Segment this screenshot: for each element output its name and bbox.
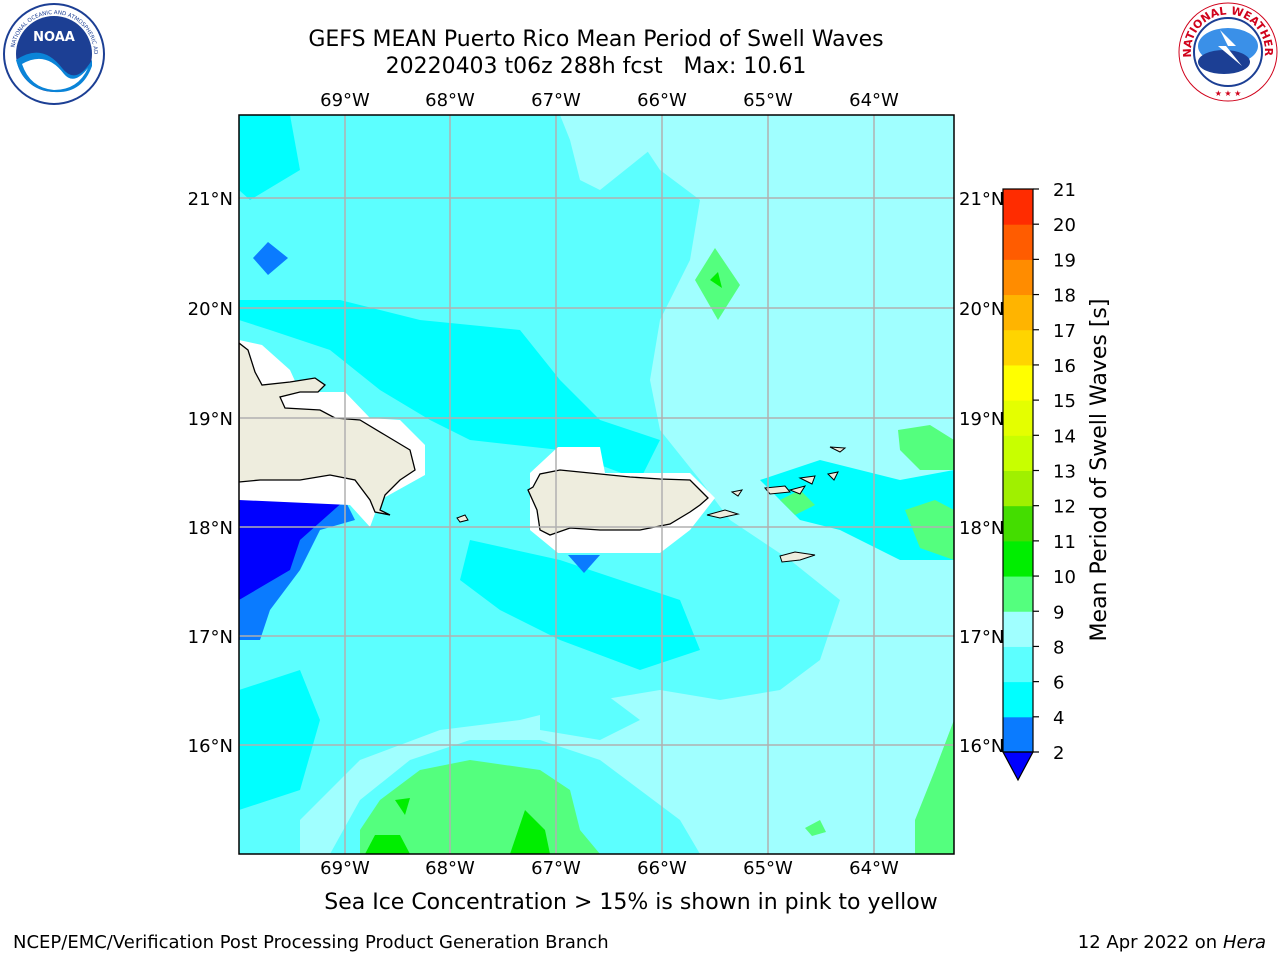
colorbar-tick-label: 17 <box>1053 321 1076 342</box>
nws-logo-icon: NATIONAL WEATHER SERVICE ★ ★ ★ <box>1176 0 1278 102</box>
noaa-logo-icon: NOAA NATIONAL OCEANIC AND ATMOSPHERIC AD… <box>2 2 105 105</box>
colorbar-tick-label: 10 <box>1053 567 1076 588</box>
land-puerto-rico <box>527 469 709 536</box>
footer-date: 12 Apr 2022 on <box>1077 932 1223 953</box>
colorbar-under-triangle <box>1001 751 1035 782</box>
lat-label-left: 17°N <box>188 627 233 648</box>
colorbar-swatch <box>1003 364 1033 401</box>
colorbar-tick-label: 21 <box>1053 180 1076 201</box>
colorbar-swatch <box>1003 470 1033 507</box>
lon-label-top: 66°W <box>637 90 687 111</box>
colorbar-tick-label: 16 <box>1053 356 1076 377</box>
lat-label-right: 19°N <box>959 409 1004 430</box>
colorbar-tick-label: 9 <box>1053 602 1064 623</box>
colorbar-swatch <box>1003 259 1033 296</box>
map-grid <box>239 115 954 854</box>
lon-label-bottom: 64°W <box>849 858 899 879</box>
lon-label-top: 67°W <box>531 90 581 111</box>
colorbar: 2 4 6 8 9 10 11 12 13 14 15 16 17 18 19 20 21 <box>1001 180 1076 782</box>
footer-host: Hera <box>1222 932 1266 953</box>
svg-text:★ ★ ★: ★ ★ ★ <box>1215 89 1242 98</box>
colorbar-tick-label: 4 <box>1053 708 1064 729</box>
lon-label-bottom: 67°W <box>531 858 581 879</box>
colorbar-swatch <box>1003 329 1033 366</box>
map-field <box>239 115 954 854</box>
colorbar-swatch <box>1003 716 1033 753</box>
colorbar-swatch <box>1003 681 1033 718</box>
lon-label-top: 64°W <box>849 90 899 111</box>
colorbar-tick-label: 15 <box>1053 391 1076 412</box>
colorbar-tick-label: 19 <box>1053 250 1076 271</box>
colorbar-tick-label: 20 <box>1053 215 1076 236</box>
colorbar-label: Mean Period of Swell Waves [s] <box>1087 299 1112 642</box>
lon-label-bottom: 66°W <box>637 858 687 879</box>
colorbar-swatch <box>1003 646 1033 683</box>
colorbar-swatch <box>1003 294 1033 331</box>
colorbar-tick-label: 13 <box>1053 462 1076 483</box>
lat-label-left: 18°N <box>188 518 233 539</box>
lat-label-right: 21°N <box>959 189 1004 210</box>
lat-label-left: 19°N <box>188 409 233 430</box>
colorbar-swatch <box>1003 576 1033 612</box>
colorbar-swatch <box>1003 540 1033 577</box>
lat-label-left: 20°N <box>188 299 233 320</box>
lat-label-right: 17°N <box>959 627 1004 648</box>
lon-label-bottom: 65°W <box>743 858 793 879</box>
lat-label-right: 18°N <box>959 518 1004 539</box>
colorbar-tick-label: 8 <box>1053 637 1064 658</box>
colorbar-swatch <box>1003 400 1033 436</box>
sea-ice-note: Sea Ice Concentration > 15% is shown in … <box>0 890 1280 915</box>
sea-ice-note-text: Sea Ice Concentration > 15% is shown in … <box>324 890 938 915</box>
colorbar-swatch <box>1003 611 1033 647</box>
chart-title: GEFS MEAN Puerto Rico Mean Period of Swe… <box>308 27 884 52</box>
noaa-logo-text: NOAA <box>33 30 75 45</box>
colorbar-swatch <box>1003 505 1033 542</box>
field-8-9s-north <box>560 115 650 190</box>
field-under-2s <box>239 500 345 600</box>
field-8-9s <box>300 115 954 854</box>
land-hispaniola <box>239 342 416 516</box>
colorbar-swatch <box>1003 189 1033 225</box>
chart-subtitle: 20220403 t06z 288h fcst Max: 10.61 <box>385 54 807 79</box>
colorbar-swatch <box>1003 224 1033 260</box>
lat-label-left: 21°N <box>188 189 233 210</box>
colorbar-tick-label: 11 <box>1053 532 1076 553</box>
lon-label-top: 68°W <box>425 90 475 111</box>
lon-label-top: 69°W <box>320 90 370 111</box>
lon-label-bottom: 69°W <box>320 858 370 879</box>
lon-label-bottom: 68°W <box>425 858 475 879</box>
footer-left: NCEP/EMC/Verification Post Processing Pr… <box>13 932 609 953</box>
colorbar-tick-label: 14 <box>1053 426 1076 447</box>
colorbar-swatch <box>1003 435 1033 471</box>
lat-label-right: 16°N <box>959 736 1004 757</box>
map-frame <box>238 114 955 855</box>
footer-right: 12 Apr 2022 on Hera <box>1078 932 1266 953</box>
lat-label-right: 20°N <box>959 299 1004 320</box>
colorbar-tick-label: 2 <box>1053 743 1064 764</box>
lat-label-left: 16°N <box>188 736 233 757</box>
colorbar-tick-label: 18 <box>1053 286 1076 307</box>
colorbar-tick-label: 6 <box>1053 673 1064 694</box>
lon-label-top: 65°W <box>743 90 793 111</box>
colorbar-tick-label: 12 <box>1053 497 1076 518</box>
